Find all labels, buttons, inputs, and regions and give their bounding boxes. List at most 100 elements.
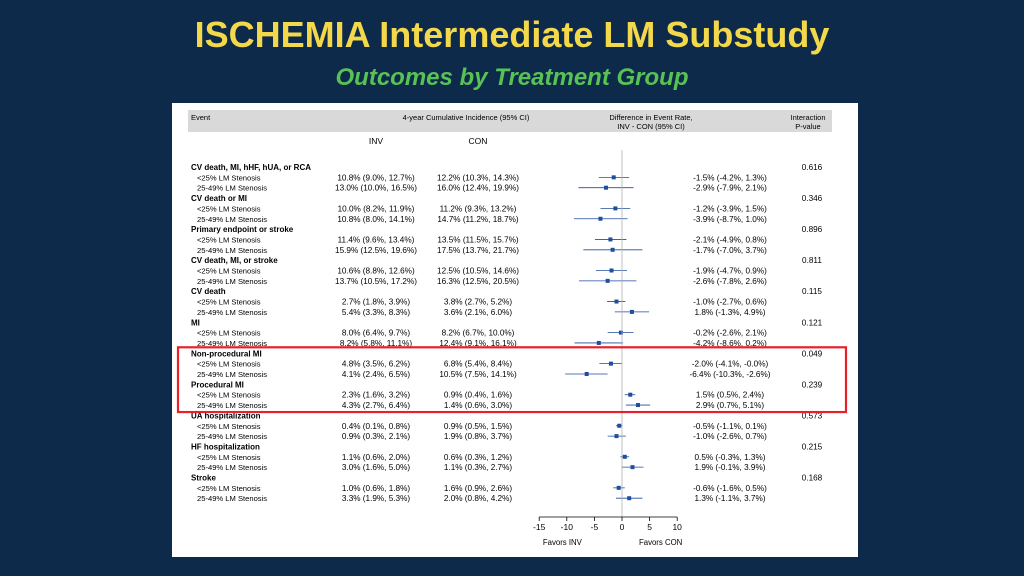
con-incidence: 12.4% (9.1%, 16.1%) — [439, 339, 517, 348]
difference-estimate: 0.5% (-0.3%, 1.3%) — [695, 453, 766, 462]
subgroup-label: 25-49% LM Stenosis — [197, 184, 267, 193]
interaction-p-value: 0.121 — [802, 318, 823, 327]
subgroup-label: <25% LM Stenosis — [197, 484, 261, 493]
subgroup-label: <25% LM Stenosis — [197, 422, 261, 431]
inv-incidence: 3.0% (1.6%, 5.0%) — [342, 463, 411, 472]
subgroup-label: <25% LM Stenosis — [197, 360, 261, 369]
interaction-p-value: 0.115 — [802, 287, 822, 296]
point-estimate — [622, 454, 627, 459]
point-estimate — [608, 237, 613, 242]
subgroup-label: <25% LM Stenosis — [197, 173, 261, 182]
point-estimate — [603, 185, 608, 190]
inv-incidence: 10.8% (9.0%, 12.7%) — [337, 173, 415, 182]
header-difference-line2: INV - CON (95% CI) — [617, 122, 685, 131]
inv-incidence: 2.3% (1.6%, 3.2%) — [342, 391, 411, 400]
difference-estimate: 2.9% (0.7%, 5.1%) — [696, 401, 765, 410]
subgroup-label: <25% LM Stenosis — [197, 204, 261, 213]
subgroup-label: <25% LM Stenosis — [197, 235, 261, 244]
con-incidence: 0.9% (0.4%, 1.6%) — [444, 391, 513, 400]
con-incidence: 3.6% (2.1%, 6.0%) — [444, 308, 513, 317]
con-incidence: 3.8% (2.7%, 5.2%) — [444, 298, 513, 307]
subgroup-label: <25% LM Stenosis — [197, 298, 261, 307]
slide-subtitle: Outcomes by Treatment Group — [335, 64, 689, 91]
point-estimate — [605, 278, 610, 283]
x-tick-label: -10 — [561, 522, 574, 532]
interaction-p-value: 0.346 — [802, 194, 823, 203]
difference-estimate: 1.5% (0.5%, 2.4%) — [696, 391, 765, 400]
interaction-p-value: 0.168 — [802, 474, 823, 483]
inv-incidence: 4.1% (2.4%, 6.5%) — [342, 370, 411, 379]
point-estimate — [611, 175, 616, 180]
subgroup-label: <25% LM Stenosis — [197, 267, 261, 276]
group-label: MI — [191, 318, 200, 327]
subgroup-label: 25-49% LM Stenosis — [197, 494, 267, 503]
point-estimate — [629, 309, 634, 314]
difference-estimate: 1.9% (-0.1%, 3.9%) — [695, 463, 766, 472]
con-incidence: 10.5% (7.5%, 14.1%) — [439, 370, 517, 379]
favors-inv-label: Favors INV — [543, 538, 583, 547]
point-estimate — [628, 392, 633, 397]
forest-plot: Event 4-year Cumulative Incidence (95% CI… — [176, 110, 848, 547]
inv-incidence: 15.9% (12.5%, 19.6%) — [335, 246, 417, 255]
con-incidence: 14.7% (11.2%, 18.7%) — [437, 215, 519, 224]
header-inv: INV — [369, 136, 384, 146]
x-tick-label: -5 — [591, 522, 599, 532]
subgroup-label: 25-49% LM Stenosis — [197, 432, 267, 441]
interaction-p-value: 0.616 — [802, 163, 823, 172]
inv-incidence: 11.4% (9.6%, 13.4%) — [338, 235, 415, 244]
point-estimate — [610, 247, 615, 252]
header-difference-line1: Difference in Event Rate, — [609, 113, 692, 122]
difference-estimate: -1.0% (-2.6%, 0.7%) — [693, 432, 767, 441]
subgroup-label: <25% LM Stenosis — [197, 453, 261, 462]
difference-estimate: -4.2% (-8.6%, 0.2%) — [693, 339, 767, 348]
group-label: Procedural MI — [191, 380, 244, 389]
header-incidence: 4-year Cumulative Incidence (95% CI) — [403, 113, 530, 122]
con-incidence: 11.2% (9.3%, 13.2%) — [440, 204, 517, 213]
con-incidence: 0.9% (0.5%, 1.5%) — [444, 422, 513, 431]
subgroup-label: 25-49% LM Stenosis — [197, 246, 267, 255]
forest-plot-panel: Event 4-year Cumulative Incidence (95% CI… — [172, 103, 858, 557]
interaction-p-value: 0.896 — [802, 225, 823, 234]
difference-estimate: 1.8% (-1.3%, 4.9%) — [695, 308, 766, 317]
point-estimate — [617, 423, 622, 428]
difference-estimate: -1.7% (-7.0%, 3.7%) — [693, 246, 767, 255]
favors-con-label: Favors CON — [639, 538, 682, 547]
group-label: Non-procedural MI — [191, 349, 262, 358]
con-incidence: 16.0% (12.4%, 19.9%) — [437, 184, 519, 193]
con-incidence: 17.5% (13.7%, 21.7%) — [437, 246, 519, 255]
group-label: UA hospitalization — [191, 411, 261, 420]
subgroup-label: 25-49% LM Stenosis — [197, 277, 267, 286]
inv-incidence: 8.2% (5.8%, 11.1%) — [340, 339, 412, 348]
difference-estimate: -0.5% (-1.1%, 0.1%) — [693, 422, 767, 431]
con-incidence: 12.5% (10.5%, 14.6%) — [437, 267, 519, 276]
inv-incidence: 10.6% (8.8%, 12.6%) — [337, 267, 415, 276]
inv-incidence: 8.0% (6.4%, 9.7%) — [342, 329, 411, 338]
header-event: Event — [191, 113, 211, 122]
inv-incidence: 10.0% (8.2%, 11.9%) — [338, 204, 415, 213]
x-tick-label: 5 — [647, 522, 652, 532]
con-incidence: 0.6% (0.3%, 1.2%) — [444, 453, 513, 462]
point-estimate — [614, 434, 619, 439]
subgroup-label: 25-49% LM Stenosis — [197, 401, 267, 410]
con-incidence: 12.2% (10.3%, 14.3%) — [437, 173, 519, 182]
interaction-p-value: 0.049 — [802, 349, 823, 358]
point-estimate — [613, 206, 618, 211]
inv-incidence: 0.4% (0.1%, 0.8%) — [342, 422, 411, 431]
interaction-p-value: 0.215 — [802, 442, 823, 451]
difference-estimate: -2.1% (-4.9%, 0.8%) — [693, 235, 767, 244]
difference-estimate: -6.4% (-10.3%, -2.6%) — [690, 370, 771, 379]
difference-estimate: -0.6% (-1.6%, 0.5%) — [693, 484, 767, 493]
interaction-p-value: 0.811 — [802, 256, 822, 265]
con-incidence: 1.4% (0.6%, 3.0%) — [444, 401, 513, 410]
header-band — [188, 110, 832, 132]
group-label: HF hospitalization — [191, 442, 260, 451]
point-estimate — [636, 403, 641, 408]
subgroup-label: 25-49% LM Stenosis — [197, 308, 267, 317]
con-incidence: 8.2% (6.7%, 10.0%) — [442, 329, 515, 338]
difference-estimate: -2.0% (-4.1%, -0.0%) — [692, 360, 769, 369]
slide-title: ISCHEMIA Intermediate LM Substudy — [194, 14, 830, 55]
point-estimate — [618, 330, 623, 335]
con-incidence: 1.9% (0.8%, 3.7%) — [444, 432, 513, 441]
point-estimate — [609, 268, 614, 273]
interaction-p-value: 0.573 — [802, 411, 823, 420]
